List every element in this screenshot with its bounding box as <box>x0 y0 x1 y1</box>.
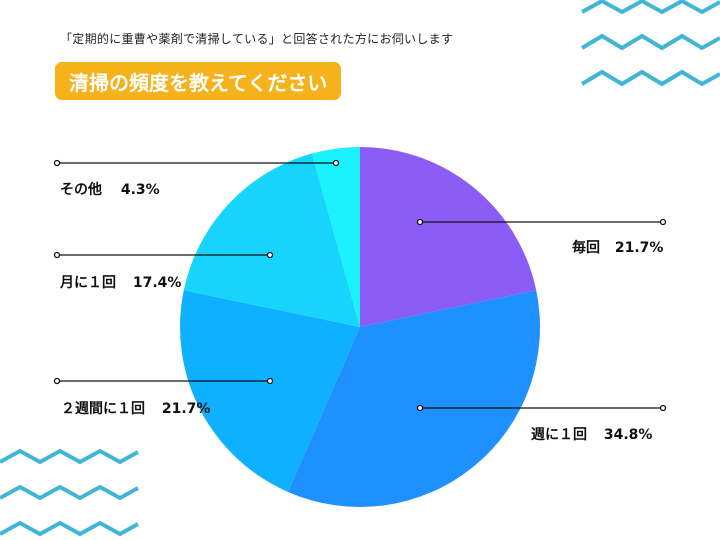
pie-slice-daily <box>360 147 537 327</box>
value-label-monthly: 17.4% <box>132 275 182 291</box>
slice-label-other: その他 4.3% <box>60 179 160 199</box>
value-label-weekly: 34.8% <box>603 427 653 443</box>
pie-slice-monthly <box>183 153 360 327</box>
leader-line-other <box>53 159 340 167</box>
pie-slice-other <box>311 146 360 327</box>
slice-label-daily: 毎回 21.7% <box>572 237 663 257</box>
category-label-weekly: 週に１回 <box>531 427 587 443</box>
category-label-other: その他 <box>60 182 102 198</box>
category-label-daily: 毎回 <box>572 240 600 256</box>
category-label-monthly: 月に１回 <box>60 275 116 291</box>
slice-label-weekly: 週に１回 34.8% <box>531 424 652 444</box>
pie-slice-weekly <box>287 290 540 507</box>
slice-label-monthly: 月に１回 17.4% <box>60 272 181 292</box>
zigzag-decoration-top-right <box>580 0 720 87</box>
leader-line-biweekly <box>53 377 274 385</box>
leader-line-monthly <box>53 251 274 259</box>
category-label-biweekly: ２週間に１回 <box>61 401 145 417</box>
value-label-other: 4.3% <box>120 182 160 198</box>
value-label-biweekly: 21.7% <box>161 401 211 417</box>
chart-title: 清掃の頻度を教えてください <box>69 70 328 95</box>
title-badge: 清掃の頻度を教えてください <box>55 62 342 100</box>
zigzag-decoration-bottom-left <box>0 448 139 537</box>
leader-line-daily <box>416 218 667 226</box>
survey-question-subtitle: 「定期的に重曹や薬剤で清掃している」と回答された方にお伺いします <box>60 32 454 46</box>
leader-line-weekly <box>416 404 667 412</box>
slice-label-biweekly: ２週間に１回 21.7% <box>61 398 210 418</box>
value-label-daily: 21.7% <box>614 240 664 256</box>
pie-slice-biweekly <box>180 290 360 492</box>
